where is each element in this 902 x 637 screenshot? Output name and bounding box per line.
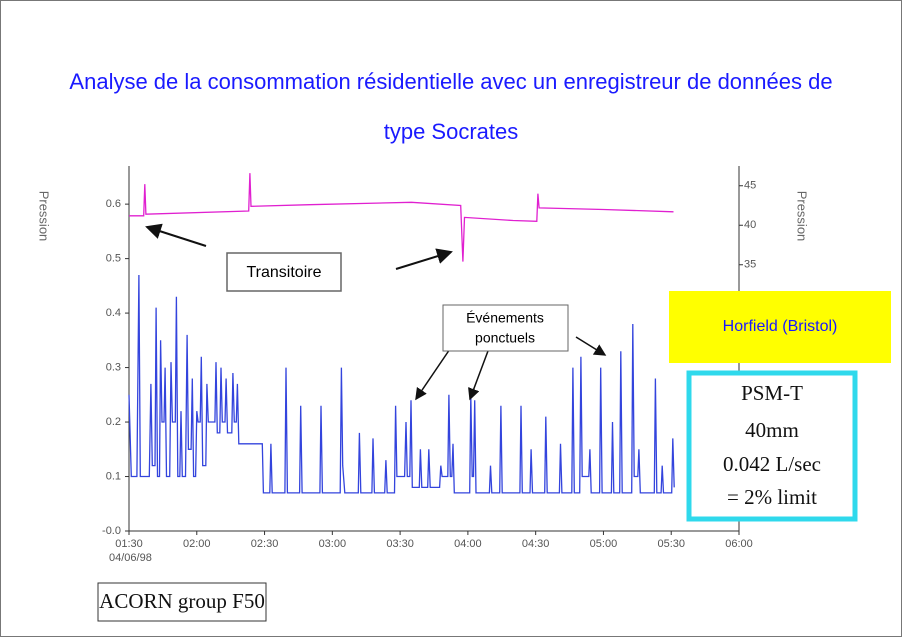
meter-box [686, 370, 858, 522]
y-axis-label: Pression [37, 191, 52, 242]
callout-box [226, 252, 342, 292]
group-text: ACORN group F50 [99, 589, 265, 613]
x-tick-label: 05:00 [590, 538, 618, 550]
y2-tick-label: 40 [744, 219, 756, 231]
x-tick-label: 04:30 [522, 538, 550, 550]
data-line [128, 274, 675, 494]
group-box [97, 582, 267, 622]
meter-text: = 2% limit [727, 485, 817, 509]
site-text: Horfield (Bristol) [723, 318, 838, 335]
arrow [575, 336, 607, 356]
chart-title: Analyse de la consommation résidentielle… [69, 69, 833, 144]
y-tick-label: 0.1 [106, 470, 121, 482]
date-label: 04/06/98 [109, 552, 152, 564]
y-tick-label: -0.0 [102, 525, 121, 537]
x-tick-label: 05:30 [657, 538, 685, 550]
meter-text: 40mm [745, 418, 799, 442]
x-tick-label: 03:00 [319, 538, 347, 550]
arrow [415, 345, 453, 401]
annotations: Transitoire Événements ponctuels Horfiel… [97, 223, 891, 622]
callout-text: ponctuels [475, 330, 535, 346]
y-tick-label: 0.5 [106, 253, 121, 265]
x-tick-label: 03:30 [386, 538, 414, 550]
meter-text: 0.042 L/sec [723, 452, 821, 476]
y2-tick-label: 35 [744, 259, 756, 271]
y-tick-label: 0.2 [106, 416, 121, 428]
callout-box [442, 304, 569, 352]
arrow [468, 350, 489, 401]
meter-text: PSM-T [741, 381, 803, 405]
y2-tick-label: 45 [744, 180, 756, 192]
callout-text: Événements [466, 310, 544, 326]
x-tick-label: 01:30 [115, 538, 143, 550]
site-box [669, 291, 891, 363]
arrow [145, 223, 207, 247]
x-tick-label: 06:00 [725, 538, 753, 550]
x-tick-label: 02:30 [251, 538, 279, 550]
data-line [129, 173, 674, 262]
x-tick-label: 02:00 [183, 538, 211, 550]
callout-text: Transitoire [247, 264, 322, 281]
y2-axis-label: Pression [795, 191, 810, 242]
arrow [395, 248, 453, 270]
x-tick-label: 04:00 [454, 538, 482, 550]
y-tick-label: 0.3 [106, 361, 121, 373]
y-tick-label: 0.6 [106, 198, 121, 210]
plot-area [128, 173, 675, 494]
y-tick-label: 0.4 [106, 307, 121, 319]
